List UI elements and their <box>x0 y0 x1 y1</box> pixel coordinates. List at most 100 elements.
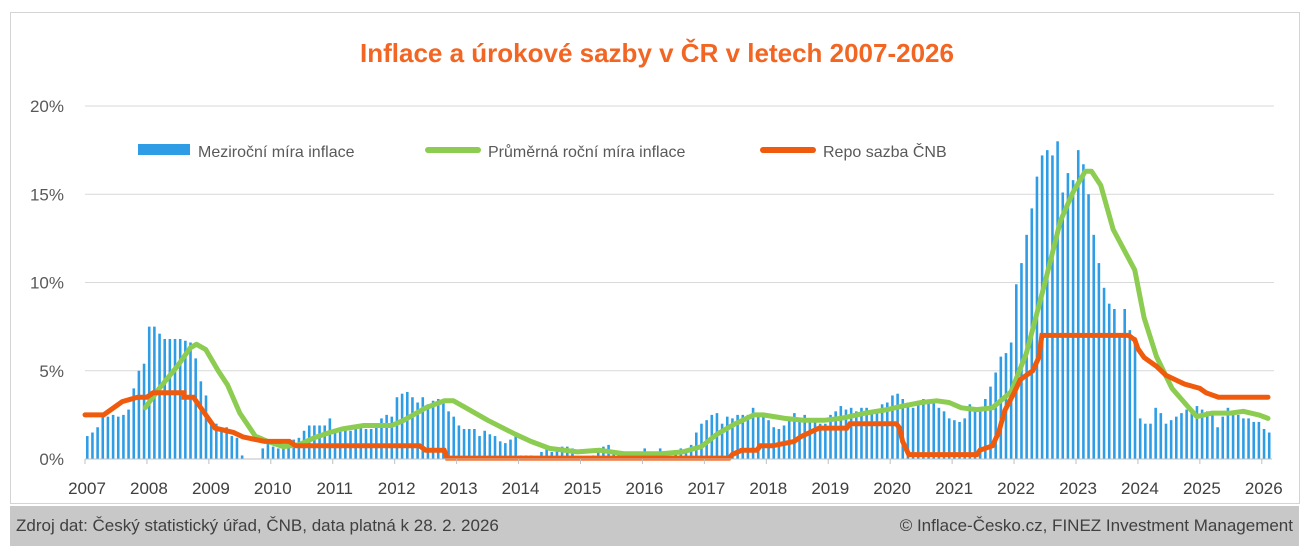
y-tick-label: 15% <box>30 185 64 204</box>
inflation-bar <box>442 398 445 459</box>
inflation-bars <box>86 141 1271 460</box>
x-tick-label: 2014 <box>502 479 540 498</box>
legend-label-repo: Repo sazba ČNB <box>823 142 947 161</box>
x-tick-label: 2017 <box>687 479 725 498</box>
inflation-bar <box>473 429 476 459</box>
inflation-bar <box>1180 413 1183 459</box>
x-tick-label: 2013 <box>440 479 478 498</box>
x-tick-label: 2012 <box>378 479 416 498</box>
inflation-bar <box>978 409 982 459</box>
inflation-bar <box>596 450 600 459</box>
legend-label-bars: Meziroční míra inflace <box>198 144 355 161</box>
inflation-bar <box>426 404 430 459</box>
inflation-bar <box>1267 432 1271 459</box>
inflation-bar <box>865 407 868 459</box>
inflation-bar <box>855 411 858 459</box>
inflation-bar <box>953 420 956 459</box>
inflation-bar <box>462 429 466 459</box>
inflation-bar <box>313 425 316 459</box>
inflation-bar <box>96 427 99 459</box>
inflation-bar <box>142 363 146 459</box>
inflation-bar <box>215 423 218 459</box>
y-tick-label: 5% <box>39 362 64 381</box>
inflation-bar <box>720 423 724 459</box>
inflation-bar <box>1175 416 1178 459</box>
y-tick-label: 20% <box>30 97 64 116</box>
inflation-bar <box>1226 407 1230 459</box>
inflation-bar <box>880 404 884 459</box>
inflation-bar <box>1076 150 1080 460</box>
inflation-bar <box>762 416 765 459</box>
inflation-bar <box>240 455 244 459</box>
x-tick-label: 2022 <box>997 479 1035 498</box>
inflation-bar <box>1092 234 1096 459</box>
inflation-bar <box>767 420 770 459</box>
inflation-bar <box>545 446 548 459</box>
inflation-bar <box>1128 330 1132 459</box>
y-tick-label: 0% <box>39 450 64 469</box>
inflation-bar <box>891 395 894 459</box>
inflation-bar <box>1221 416 1225 459</box>
inflation-bar <box>901 398 905 459</box>
inflation-bar <box>1056 141 1059 460</box>
inflation-bar <box>1097 263 1101 459</box>
inflation-bar <box>447 411 450 459</box>
inflation-bar <box>328 418 332 459</box>
inflation-bar <box>380 418 383 459</box>
inflation-bar <box>168 338 172 459</box>
inflation-bar <box>400 393 404 459</box>
inflation-bar <box>911 407 915 459</box>
inflation-bar <box>725 416 729 459</box>
inflation-bar <box>731 418 734 459</box>
inflation-bar <box>406 391 409 459</box>
inflation-bar <box>550 451 554 459</box>
inflation-bar <box>411 397 414 459</box>
inflation-bar <box>1107 303 1111 459</box>
inflation-bar <box>173 338 177 459</box>
chart-frame <box>10 12 1300 504</box>
inflation-bar <box>1200 409 1204 459</box>
inflation-bar <box>824 423 827 459</box>
inflation-bar <box>1118 337 1121 459</box>
x-tick-label: 2020 <box>873 479 911 498</box>
inflation-bar <box>1087 194 1090 459</box>
inflation-bar <box>1252 421 1256 459</box>
inflation-bar <box>932 402 936 459</box>
inflation-bar <box>106 416 110 459</box>
inflation-bar <box>1205 411 1209 459</box>
inflation-bar <box>1236 414 1240 460</box>
inflation-bar <box>493 436 497 459</box>
x-tick-label: 2024 <box>1121 479 1159 498</box>
inflation-bar <box>220 429 223 459</box>
inflation-bar <box>994 372 997 459</box>
inflation-bar <box>839 406 843 459</box>
inflation-bar <box>813 420 817 459</box>
x-axis: 2007 2008 2009 2010 2011 2012 2013 2014 2015 2016… <box>68 458 1283 498</box>
inflation-bar <box>808 418 812 459</box>
x-tick-label: 2016 <box>626 479 664 498</box>
inflation-bar <box>91 432 94 459</box>
inflation-bar <box>560 446 564 459</box>
y-tick-label: 10% <box>30 274 64 293</box>
legend-swatch-bars <box>138 144 190 155</box>
inflation-bar <box>1257 421 1261 459</box>
inflation-bar <box>947 418 951 459</box>
inflation-bar <box>870 411 874 459</box>
inflation-bar <box>209 420 213 459</box>
x-tick-label: 2025 <box>1183 479 1221 498</box>
inflation-bar <box>540 451 543 459</box>
inflation-bar <box>700 423 703 459</box>
inflation-bar <box>741 414 745 460</box>
inflation-bar <box>235 437 239 459</box>
inflation-bar <box>834 411 837 459</box>
inflation-bar <box>1102 287 1106 459</box>
inflation-bar <box>1211 411 1214 459</box>
footer-bar: Zdroj dat: Český statistický úřad, ČNB, … <box>10 506 1299 546</box>
inflation-bar <box>1015 284 1018 459</box>
inflation-bar <box>963 418 966 459</box>
inflation-bar <box>1169 420 1173 459</box>
inflation-bar <box>984 398 987 459</box>
inflation-bar <box>514 434 517 459</box>
inflation-bar <box>1040 155 1044 460</box>
inflation-bar <box>375 427 378 459</box>
